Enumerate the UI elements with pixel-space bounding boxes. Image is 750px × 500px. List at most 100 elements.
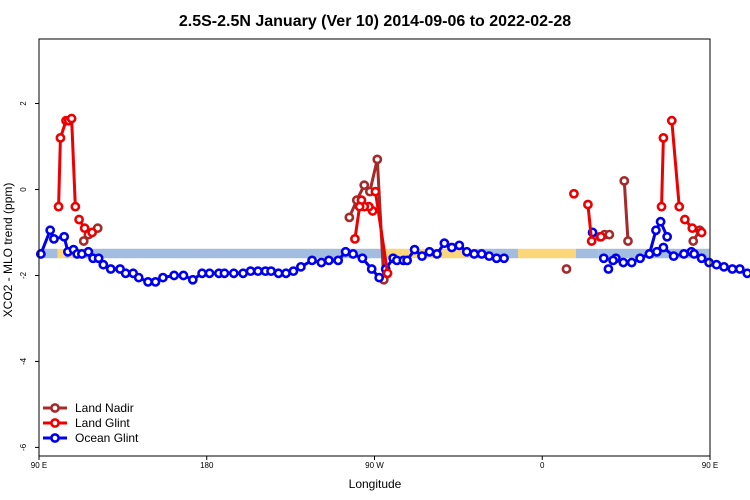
ocean-glint-point xyxy=(357,253,368,264)
ocean-glint-point xyxy=(603,264,614,274)
ocean-glint-point xyxy=(644,249,655,259)
ocean-glint-point xyxy=(658,242,669,253)
legend-label: Land Nadir xyxy=(75,401,134,415)
ocean-glint-point xyxy=(204,268,215,279)
land-glint-line xyxy=(586,204,594,242)
x-axis: 90 E 180 90 W 0 90 E xyxy=(31,456,718,470)
land-glint-point xyxy=(55,132,66,143)
ocean-glint-point xyxy=(734,264,745,274)
ocean-glint-point xyxy=(98,259,109,270)
ocean-glint-point xyxy=(711,259,722,270)
land-nadir-point xyxy=(604,229,615,240)
ocean-glint-point xyxy=(219,268,230,279)
ocean-glint-point xyxy=(668,251,679,261)
legend-swatch-marker xyxy=(50,433,60,443)
ocean-glint-point xyxy=(158,272,168,283)
land-nadir-point xyxy=(688,236,699,246)
land-nadir-point xyxy=(619,175,630,186)
ocean-glint-point xyxy=(635,253,646,264)
land-glint-point xyxy=(569,188,579,199)
ocean-glint-point xyxy=(651,225,661,236)
ocean-glint-point xyxy=(83,246,94,257)
ocean-glint-point xyxy=(689,249,700,259)
ocean-glint-point xyxy=(238,268,248,279)
land-glint-line xyxy=(353,206,362,240)
ocean-glint-point xyxy=(626,257,637,268)
ocean-glint-point xyxy=(439,238,450,249)
ocean-glint-point xyxy=(608,255,618,266)
ocean-glint-point xyxy=(143,276,153,287)
land-glint-point xyxy=(696,227,707,238)
ocean-glint-point xyxy=(45,225,56,236)
plot-frame xyxy=(38,38,711,457)
x-tick-label: 0 xyxy=(540,461,545,470)
ocean-glint-point xyxy=(133,272,144,283)
ocean-glint-point xyxy=(333,255,344,266)
band-ocean xyxy=(39,248,58,259)
y-axis-label: XCO2 - MLO trend (ppm) xyxy=(1,183,15,318)
ocean-glint-point xyxy=(655,216,666,227)
land-glint-point xyxy=(596,231,606,242)
land-ocean-band xyxy=(39,248,710,259)
land-nadir-point xyxy=(359,180,370,191)
ocean-glint-point xyxy=(704,257,714,268)
ocean-glint-point xyxy=(499,253,509,264)
land-glint-point xyxy=(354,201,365,212)
land-nadir-point xyxy=(623,236,633,246)
ocean-glint-point xyxy=(469,249,480,259)
land-glint-point xyxy=(87,227,98,238)
land-nadir-point xyxy=(561,264,572,274)
band-ocean xyxy=(575,248,599,259)
ocean-glint-point xyxy=(49,234,59,244)
ocean-glint-point xyxy=(340,246,351,257)
ocean-glint-point xyxy=(598,253,609,264)
legend-label: Land Glint xyxy=(75,416,130,430)
ocean-glint-point xyxy=(273,268,284,279)
ocean-glint-point xyxy=(266,266,276,277)
ocean-glint-point xyxy=(446,242,457,253)
ocean-glint-point xyxy=(461,246,472,257)
land-nadir-line xyxy=(622,180,630,242)
y-tick-label: -4 xyxy=(19,357,28,365)
x-tick-label: 90 E xyxy=(31,461,47,470)
ocean-glint-point xyxy=(187,274,198,285)
ocean-glint-point xyxy=(281,268,291,279)
ocean-glint-point xyxy=(491,253,502,264)
ocean-glint-point xyxy=(679,249,689,259)
ocean-glint-point xyxy=(228,268,239,279)
ocean-glint-point xyxy=(150,276,161,287)
ocean-glint-point xyxy=(484,251,495,261)
ocean-glint-point xyxy=(696,253,707,264)
land-nadir-point xyxy=(78,236,89,246)
y-tick-label: -6 xyxy=(19,443,28,451)
ocean-glint-point xyxy=(105,264,116,274)
ocean-glint-point xyxy=(374,272,385,283)
ocean-glint-point xyxy=(307,255,317,266)
ocean-glint-point xyxy=(35,249,46,259)
ocean-glint-point xyxy=(719,261,729,272)
x-tick-label: 90 E xyxy=(702,461,718,470)
legend-swatch-marker xyxy=(50,403,60,413)
land-glint-line xyxy=(660,137,665,207)
ocean-glint-point xyxy=(169,270,180,281)
y-axis: 2 0 -2 -4 -6 xyxy=(19,101,39,451)
ocean-glint-point xyxy=(253,266,263,277)
ocean-glint-point xyxy=(727,264,738,274)
ocean-glint-point xyxy=(409,244,420,255)
land-glint-point xyxy=(674,201,685,212)
ocean-glint-point xyxy=(618,257,629,268)
land-glint-point xyxy=(583,199,593,210)
land-glint-point xyxy=(666,115,677,126)
land-glint-point xyxy=(66,113,77,124)
band-ocean xyxy=(91,248,386,259)
land-glint-line xyxy=(670,120,681,207)
land-glint-point xyxy=(74,214,84,225)
ocean-glint-point xyxy=(424,246,435,257)
land-glint-point xyxy=(679,214,690,225)
ocean-glint-point xyxy=(742,268,750,279)
ocean-glint-point xyxy=(348,249,358,259)
land-glint-point xyxy=(53,201,64,212)
band-land xyxy=(57,248,66,259)
